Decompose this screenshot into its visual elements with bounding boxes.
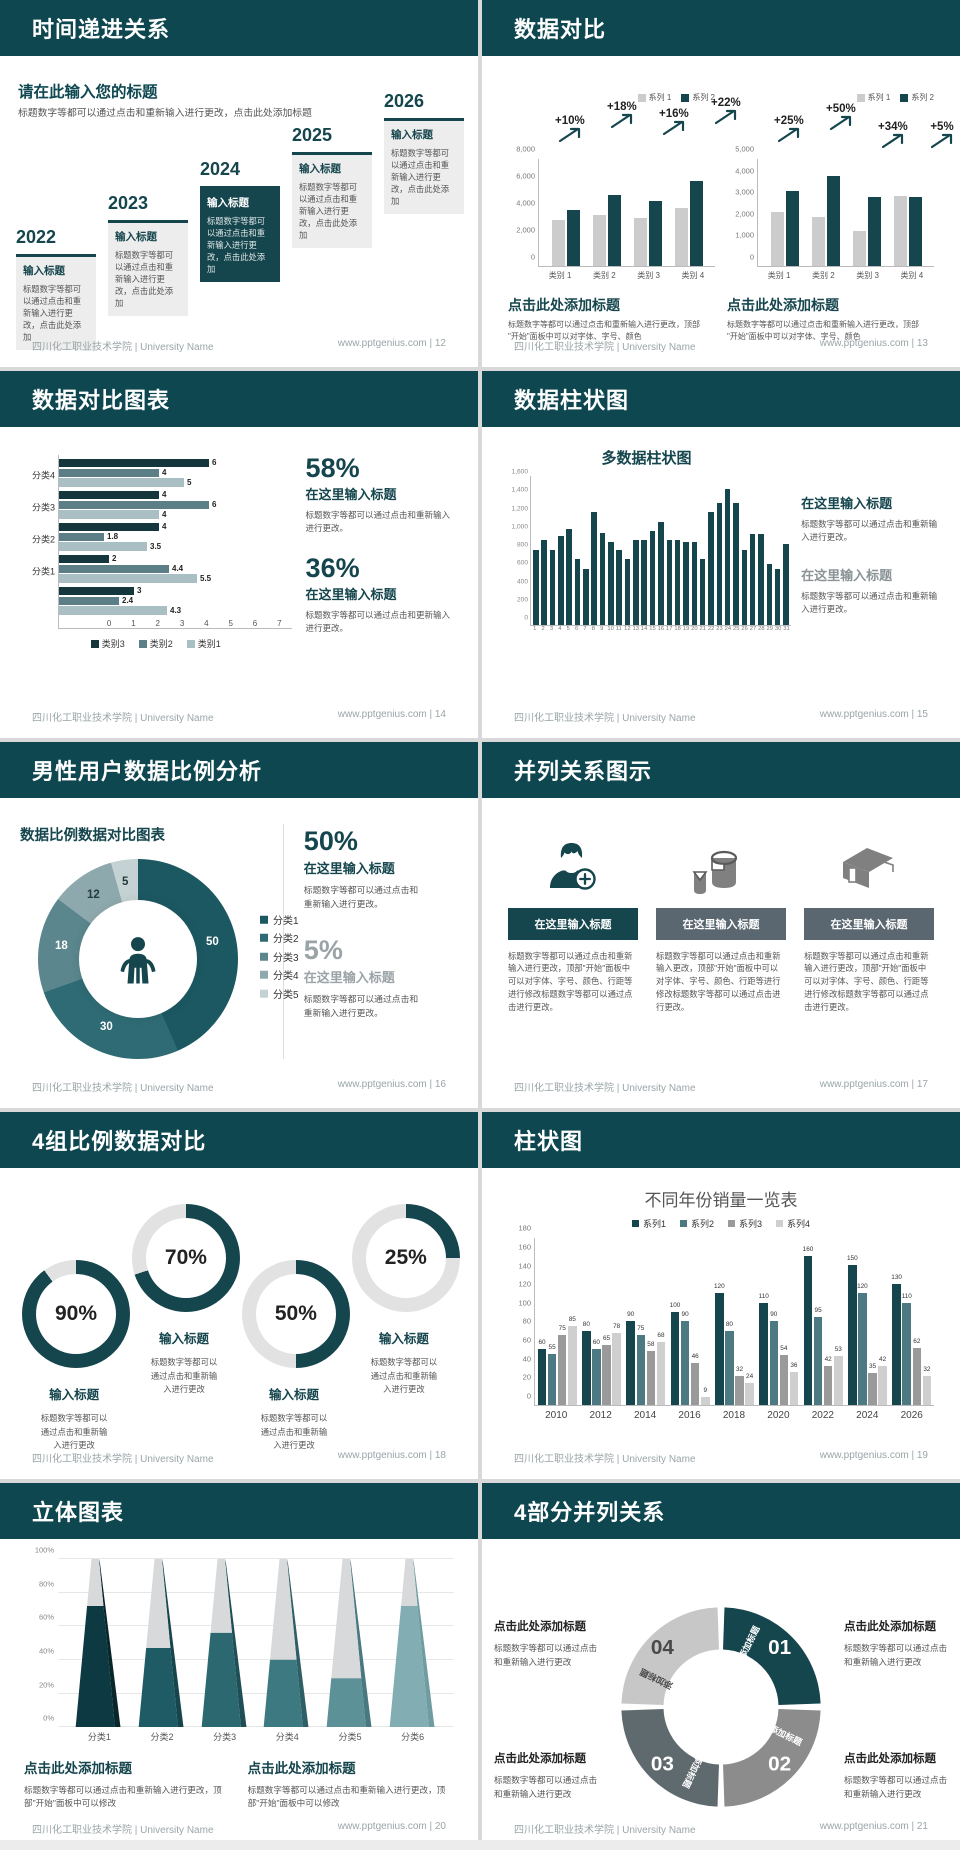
svg-text:01: 01 <box>768 1636 791 1659</box>
svg-text:03: 03 <box>651 1753 674 1776</box>
svg-text:02: 02 <box>768 1753 791 1776</box>
svg-text:04: 04 <box>651 1636 675 1659</box>
